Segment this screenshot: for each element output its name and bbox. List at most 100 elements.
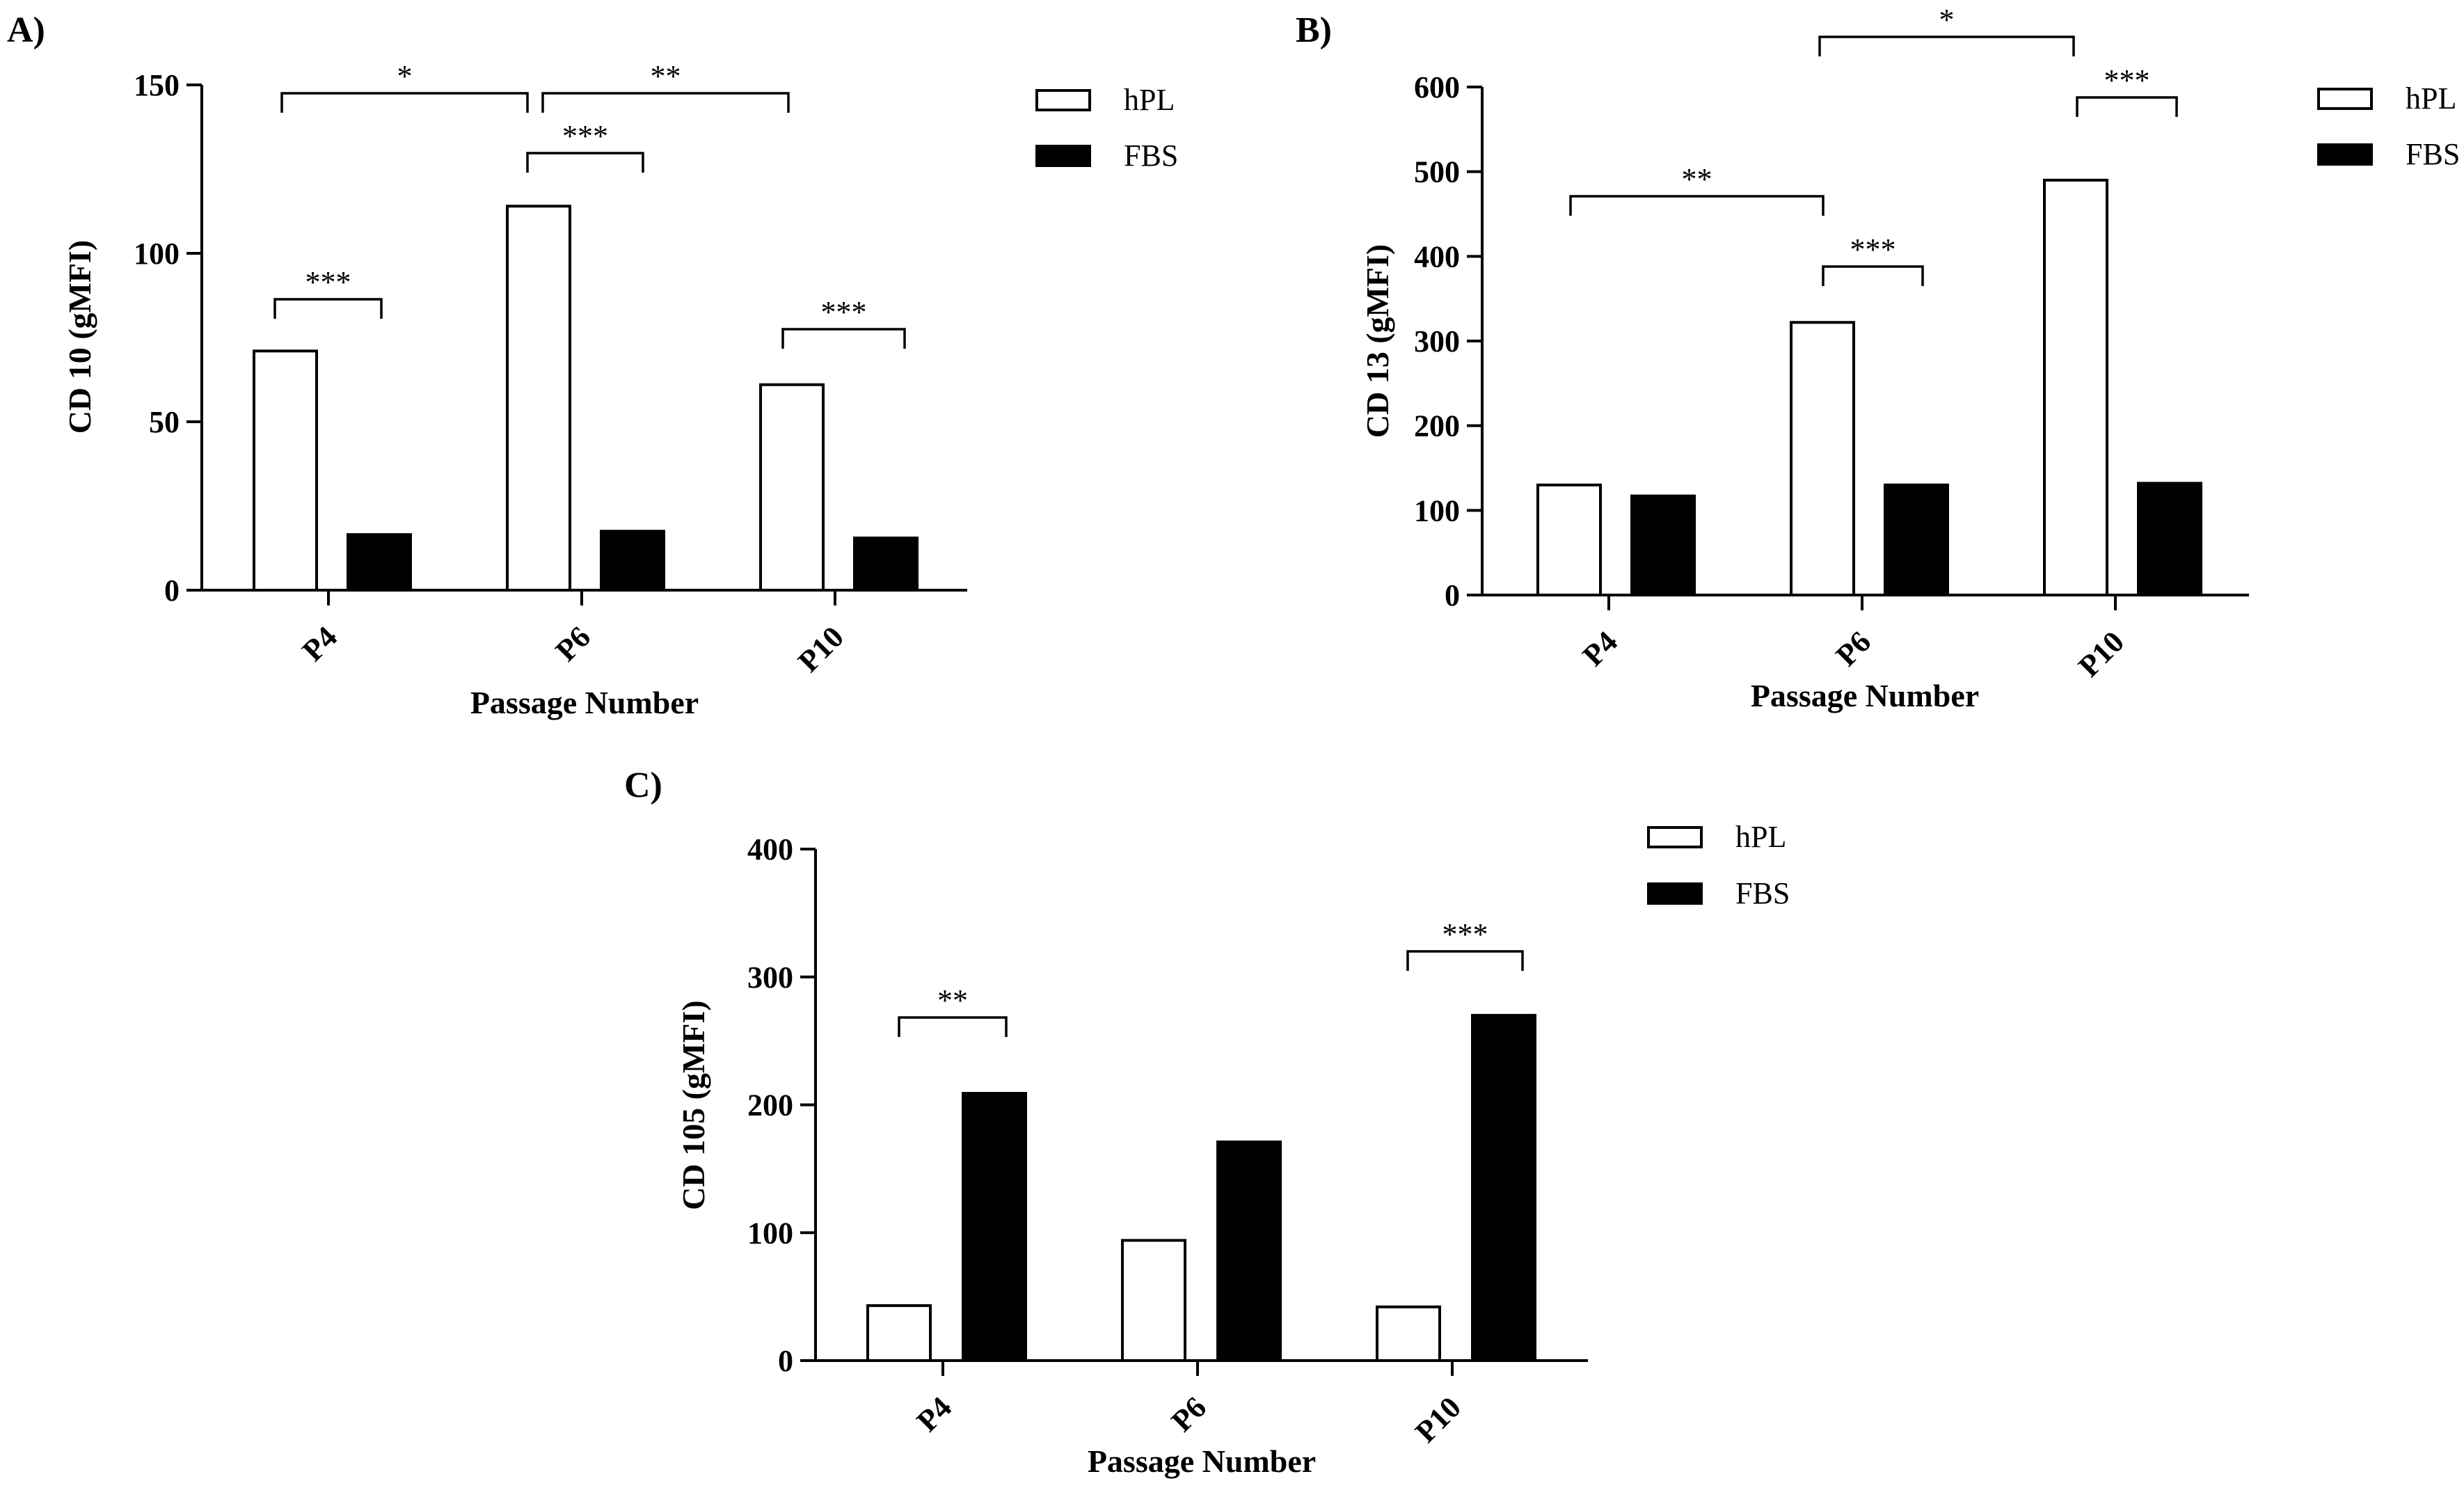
significance-label: *** bbox=[1850, 232, 1896, 267]
legend: hPL FBS bbox=[1647, 820, 1790, 910]
chart-panel-3: C) 0 100 200 300 400 P4 P6 P10 Passage Number CD 1… bbox=[624, 766, 1790, 1479]
legend-swatch-hpl bbox=[1647, 826, 1703, 848]
significance-label: * bbox=[1939, 3, 1955, 37]
x-tick-label: P6 bbox=[1165, 1390, 1213, 1438]
x-tick-label: P6 bbox=[1829, 624, 1877, 672]
significance-label: *** bbox=[821, 295, 867, 329]
bar-fbs-p6 bbox=[1884, 483, 1949, 596]
x-axis-title: Passage Number bbox=[470, 685, 699, 720]
bar-hpl-p10 bbox=[1376, 1305, 1441, 1362]
significance-label: *** bbox=[1442, 917, 1488, 951]
bar-hpl-p6 bbox=[1121, 1239, 1186, 1363]
bar-fbs-p4 bbox=[1630, 494, 1696, 597]
y-tick-label: 200 bbox=[1414, 409, 1460, 443]
x-tick-label: P10 bbox=[2072, 624, 2131, 683]
y-tick-label: 0 bbox=[1445, 578, 1460, 612]
bar-fbs-p4 bbox=[347, 533, 412, 592]
bar-fbs-p10 bbox=[1471, 1013, 1536, 1362]
bar-fbs-p10 bbox=[2137, 482, 2202, 597]
y-tick-label: 200 bbox=[747, 1088, 793, 1123]
bar-hpl-p4 bbox=[253, 349, 318, 592]
bracket-line bbox=[1406, 950, 1524, 971]
y-axis-title: CD 105 (gMFI) bbox=[676, 1000, 711, 1210]
y-axis-title: CD 13 (gMFI) bbox=[1360, 244, 1395, 438]
bracket-line bbox=[1822, 265, 1924, 286]
x-tick-label: P6 bbox=[549, 619, 597, 667]
y-tick-label: 50 bbox=[149, 405, 180, 439]
chart-panel-2: B) 0 100 200 300 400 500 600 P4 P6 P10 Passage Numb… bbox=[1296, 3, 2460, 713]
bracket-line bbox=[541, 92, 790, 113]
y-tick-label: 0 bbox=[778, 1344, 793, 1378]
legend-label-hpl: hPL bbox=[2406, 81, 2456, 116]
significance-bracket: *** bbox=[273, 265, 383, 319]
bracket-line bbox=[273, 298, 383, 319]
bar-hpl-p4 bbox=[1536, 483, 1602, 596]
significance-label: *** bbox=[562, 119, 608, 153]
significance-label: *** bbox=[305, 265, 351, 299]
legend-label-hpl: hPL bbox=[1124, 83, 1175, 117]
y-tick-label: 100 bbox=[134, 237, 180, 271]
bar-fbs-p10 bbox=[853, 536, 919, 592]
significance-bracket: ** bbox=[1569, 162, 1825, 216]
legend-swatch-fbs bbox=[1647, 882, 1703, 905]
significance-bracket: * bbox=[280, 59, 529, 113]
legend-label-fbs: FBS bbox=[2406, 137, 2460, 171]
bracket-line bbox=[526, 152, 644, 173]
significance-bracket: * bbox=[1818, 3, 2075, 56]
significance-label: ** bbox=[937, 983, 968, 1017]
bar-hpl-p6 bbox=[506, 205, 571, 592]
x-tick-label: P4 bbox=[1576, 624, 1624, 672]
panel-label: C) bbox=[624, 766, 662, 805]
legend-label-hpl: hPL bbox=[1735, 820, 1786, 854]
legend: hPL FBS bbox=[2317, 81, 2460, 171]
significance-bracket: ** bbox=[898, 983, 1008, 1037]
panel-label: B) bbox=[1296, 10, 1332, 50]
y-tick-label: 300 bbox=[747, 960, 793, 995]
significance-bracket: *** bbox=[1406, 917, 1524, 971]
legend-label-fbs: FBS bbox=[1735, 876, 1790, 910]
significance-bracket: *** bbox=[781, 295, 906, 349]
bar-fbs-p6 bbox=[1216, 1140, 1282, 1362]
legend: hPL FBS bbox=[1035, 83, 1178, 173]
legend-label-fbs: FBS bbox=[1124, 138, 1178, 173]
significance-label: * bbox=[397, 59, 413, 93]
bar-fbs-p6 bbox=[600, 530, 665, 592]
y-tick-label: 150 bbox=[134, 68, 180, 102]
significance-bracket: *** bbox=[526, 119, 644, 173]
legend-swatch-fbs bbox=[1035, 145, 1091, 167]
y-tick-label: 400 bbox=[1414, 239, 1460, 274]
y-axis-title: CD 10 (gMFI) bbox=[62, 240, 97, 434]
bracket-line bbox=[1818, 35, 2075, 56]
x-axis-title: Passage Number bbox=[1751, 678, 1979, 713]
significance-label: ** bbox=[651, 59, 681, 93]
x-tick-label: P4 bbox=[910, 1390, 958, 1438]
bracket-line bbox=[280, 92, 529, 113]
legend-swatch-hpl bbox=[1035, 89, 1091, 111]
significance-bracket: ** bbox=[541, 59, 790, 113]
bracket-line bbox=[1569, 195, 1825, 216]
bracket-line bbox=[898, 1016, 1008, 1037]
y-tick-label: 100 bbox=[747, 1216, 793, 1250]
x-tick-label: P10 bbox=[1408, 1390, 1468, 1449]
panel-label: A) bbox=[7, 10, 45, 50]
legend-swatch-hpl bbox=[2317, 88, 2373, 110]
significance-bracket: *** bbox=[2076, 63, 2178, 117]
legend-swatch-fbs bbox=[2317, 143, 2373, 166]
significance-label: ** bbox=[1682, 162, 1712, 196]
y-tick-label: 400 bbox=[747, 832, 793, 866]
bar-hpl-p10 bbox=[2043, 178, 2108, 597]
significance-bracket: *** bbox=[1822, 232, 1924, 286]
y-tick-label: 500 bbox=[1414, 155, 1460, 189]
bar-hpl-p10 bbox=[759, 383, 825, 592]
y-tick-label: 0 bbox=[164, 573, 180, 608]
bar-fbs-p4 bbox=[962, 1091, 1027, 1363]
chart-panel-1: A) 0 50 100 150 P4 P6 P10 Passage Number CD 10 (g… bbox=[7, 10, 1178, 720]
y-tick-label: 600 bbox=[1414, 70, 1460, 104]
x-axis-title: Passage Number bbox=[1088, 1443, 1316, 1479]
bar-hpl-p6 bbox=[1790, 321, 1855, 596]
bracket-line bbox=[781, 328, 906, 349]
x-tick-label: P4 bbox=[296, 619, 344, 667]
significance-label: *** bbox=[2104, 63, 2150, 97]
bracket-line bbox=[2076, 96, 2178, 117]
